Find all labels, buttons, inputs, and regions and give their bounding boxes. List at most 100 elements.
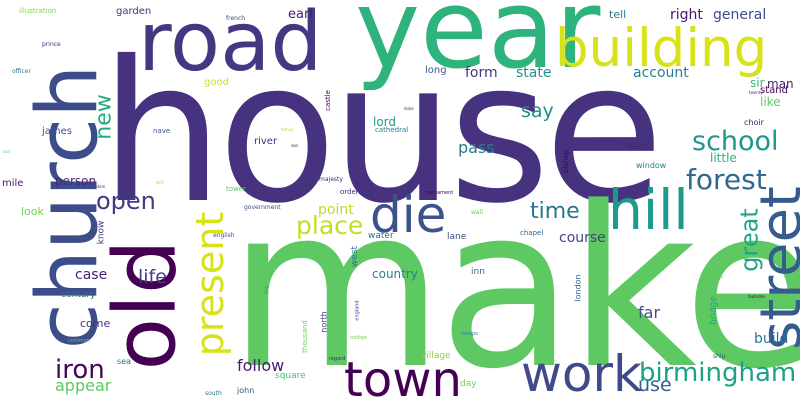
word: government [244, 204, 281, 211]
word: ship [713, 353, 726, 360]
word: bishop [562, 149, 571, 174]
word: course [559, 230, 606, 246]
word: west [350, 245, 361, 268]
word: footnote [748, 294, 765, 299]
word: road [138, 0, 323, 90]
word: town [344, 352, 462, 400]
word: thousand [300, 320, 309, 353]
word: open [96, 187, 156, 215]
word: common [68, 338, 90, 344]
word: regard [329, 356, 346, 362]
word: look [21, 205, 44, 218]
word: james [42, 126, 73, 137]
word: sea [117, 357, 131, 366]
word: act [156, 180, 164, 186]
word: appear [55, 376, 112, 395]
word: like [760, 95, 781, 109]
word: son [291, 143, 299, 148]
word: prince [42, 41, 61, 48]
word: year [355, 0, 601, 93]
word: earl [288, 7, 313, 22]
word: pass [458, 138, 495, 157]
word: case [75, 267, 108, 283]
word: english [213, 232, 235, 239]
word: man [767, 77, 794, 91]
word: state [516, 65, 552, 81]
word: house [100, 19, 664, 246]
word: time [530, 199, 580, 224]
word: person [55, 174, 97, 188]
word: work [521, 345, 642, 400]
word: kingdom [88, 184, 106, 189]
word: tower [226, 185, 246, 193]
word: form [465, 65, 498, 81]
word: illustration [19, 7, 57, 15]
word: birmingham [639, 358, 797, 388]
word: long [425, 65, 447, 76]
word: order [340, 188, 359, 196]
word: chapel [520, 229, 544, 237]
word: building [555, 18, 768, 79]
word: account [633, 65, 689, 81]
word: say [521, 100, 554, 122]
word: country [372, 267, 418, 281]
word: general [713, 7, 767, 23]
word: follow [237, 356, 285, 375]
word: choir [744, 118, 764, 127]
word: bridge [708, 296, 719, 325]
word: england [354, 300, 361, 321]
word: soil [3, 149, 10, 154]
word: london [573, 274, 583, 302]
word: cathedral [375, 126, 409, 134]
word: hill [608, 178, 689, 242]
word: lord [373, 115, 397, 129]
word: window [636, 161, 667, 170]
word: die [370, 186, 447, 244]
word: authority [705, 274, 724, 279]
word: know [96, 220, 107, 245]
word: officer [12, 68, 31, 75]
word: use [638, 374, 672, 396]
word: east [629, 142, 647, 151]
word: tell [609, 8, 627, 21]
word: build [754, 331, 789, 347]
word: river [254, 136, 278, 147]
word: water [368, 231, 394, 241]
word: stand [760, 85, 788, 96]
word: point [318, 202, 354, 218]
word: great [735, 208, 764, 272]
word: garden [116, 6, 152, 17]
word: troops [462, 331, 478, 337]
word: far [638, 303, 661, 322]
word: little [710, 151, 737, 165]
word: village [421, 351, 451, 361]
word: place [296, 211, 364, 240]
word: new [91, 94, 117, 140]
word: family [281, 127, 294, 132]
word: castle [323, 90, 332, 111]
word: king [263, 285, 269, 295]
word: school [692, 126, 779, 157]
word: north [319, 311, 329, 333]
word: wall [471, 209, 483, 216]
word: majesty [319, 176, 343, 183]
word: sir [750, 76, 765, 90]
word: south [205, 390, 222, 397]
word: life [138, 266, 167, 288]
word: duke [404, 106, 414, 111]
word: twenty [749, 90, 763, 95]
word: right [670, 7, 703, 23]
word: inn [471, 267, 485, 277]
word: john [237, 386, 255, 395]
word: square [275, 371, 306, 381]
word: iron [55, 355, 105, 385]
word: make [228, 160, 800, 400]
word: mile [2, 178, 24, 189]
word: forest [686, 163, 767, 196]
word: lane [447, 232, 467, 242]
word: day [460, 379, 477, 389]
word: old [95, 239, 196, 371]
word: come [80, 317, 111, 330]
word: nave [153, 127, 171, 135]
